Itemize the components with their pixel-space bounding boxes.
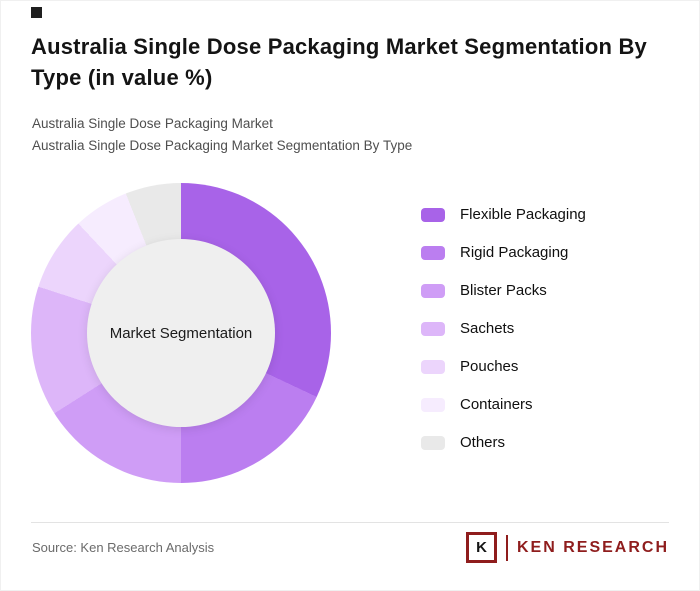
legend-label: Others (460, 434, 506, 451)
logo-k-letter: K (476, 539, 487, 556)
logo-wordmark: KEN RESEARCH (516, 538, 669, 556)
legend-label: Rigid Packaging (460, 244, 569, 261)
legend-label: Blister Packs (460, 282, 547, 299)
legend-swatch (421, 283, 445, 298)
logo-separator (505, 534, 508, 561)
footer-divider (31, 522, 669, 523)
subtitle-market: Australia Single Dose Packaging Market (32, 116, 273, 131)
legend-item: Flexible Packaging (421, 206, 586, 223)
legend-swatch (421, 397, 445, 412)
legend-label: Flexible Packaging (460, 206, 586, 223)
legend-item: Containers (421, 396, 586, 413)
corner-mark-icon (31, 7, 42, 18)
legend-swatch (421, 245, 445, 260)
legend-swatch (421, 207, 445, 222)
legend-swatch (421, 321, 445, 336)
chart-legend: Flexible Packaging Rigid Packaging Blister… (421, 206, 586, 451)
legend-item: Pouches (421, 358, 586, 375)
legend-label: Pouches (460, 358, 519, 375)
donut-chart: Market Segmentation (31, 183, 331, 483)
legend-item: Others (421, 434, 586, 451)
logo-k-icon: K (465, 532, 497, 563)
legend-item: Sachets (421, 320, 586, 337)
source-text: Source: Ken Research Analysis (32, 540, 215, 555)
subtitle-segmentation: Australia Single Dose Packaging Market S… (32, 138, 413, 153)
legend-label: Containers (460, 396, 533, 413)
legend-item: Blister Packs (421, 282, 586, 299)
legend-item: Rigid Packaging (421, 244, 586, 261)
donut-center: Market Segmentation (87, 239, 275, 427)
legend-swatch (421, 435, 445, 450)
legend-swatch (421, 359, 445, 374)
page-title: Australia Single Dose Packaging Market S… (31, 34, 647, 91)
ken-research-logo: K KEN RESEARCH (465, 532, 669, 563)
legend-label: Sachets (460, 320, 515, 337)
donut-center-label: Market Segmentation (109, 324, 253, 342)
